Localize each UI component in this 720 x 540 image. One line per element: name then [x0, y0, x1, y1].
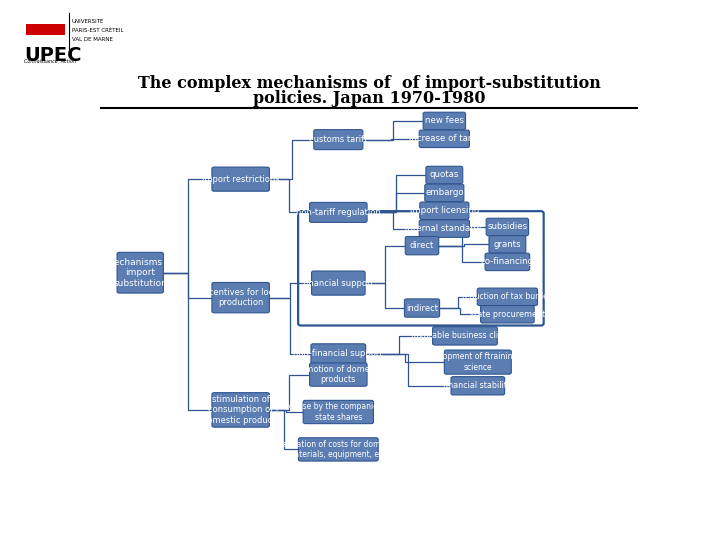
Text: indirect: indirect: [406, 303, 438, 313]
Text: UPEC: UPEC: [24, 46, 81, 65]
FancyBboxPatch shape: [451, 377, 505, 395]
FancyBboxPatch shape: [477, 288, 538, 306]
FancyBboxPatch shape: [117, 252, 163, 293]
Text: co-financing: co-financing: [481, 258, 534, 266]
Text: purchase by the companies with
state shares: purchase by the companies with state sha…: [276, 402, 401, 422]
Text: non-tariff regulation: non-tariff regulation: [296, 208, 381, 217]
Text: direct: direct: [410, 241, 434, 250]
FancyBboxPatch shape: [312, 271, 365, 295]
Text: promotion of domestic
products: promotion of domestic products: [292, 365, 384, 384]
FancyBboxPatch shape: [405, 299, 440, 317]
FancyBboxPatch shape: [486, 218, 528, 235]
Text: policies. Japan 1970-1980: policies. Japan 1970-1980: [253, 90, 485, 107]
Text: development of ftraining and
science: development of ftraining and science: [422, 353, 534, 372]
FancyBboxPatch shape: [212, 167, 269, 191]
FancyBboxPatch shape: [419, 130, 469, 147]
Text: new fees: new fees: [425, 117, 464, 125]
Text: internal standards: internal standards: [405, 224, 484, 233]
Text: incentives for local
production: incentives for local production: [201, 288, 281, 307]
FancyBboxPatch shape: [423, 112, 466, 130]
Text: compensation of costs for domestic raw
materials, equipment, etc.: compensation of costs for domestic raw m…: [262, 440, 415, 459]
Text: increase of tariff: increase of tariff: [409, 134, 480, 143]
FancyBboxPatch shape: [26, 24, 65, 35]
Text: subsidies: subsidies: [487, 222, 528, 232]
Text: non-financial support: non-financial support: [294, 349, 383, 358]
FancyBboxPatch shape: [481, 306, 534, 323]
FancyBboxPatch shape: [311, 344, 366, 364]
FancyBboxPatch shape: [314, 130, 363, 150]
Text: favorable business climate: favorable business climate: [411, 332, 519, 340]
Text: VAL DE MARNE: VAL DE MARNE: [72, 37, 112, 42]
FancyBboxPatch shape: [420, 202, 469, 219]
Text: financial stability: financial stability: [444, 381, 512, 390]
FancyBboxPatch shape: [310, 363, 367, 386]
FancyBboxPatch shape: [433, 327, 498, 345]
Text: UNIVERSITÉ: UNIVERSITÉ: [72, 19, 104, 24]
Text: quotas: quotas: [430, 171, 459, 179]
FancyBboxPatch shape: [405, 237, 438, 255]
Text: Connaissance  Action: Connaissance Action: [24, 59, 76, 64]
Text: reduction of tax burden: reduction of tax burden: [462, 292, 553, 301]
Text: customs tariff: customs tariff: [310, 135, 367, 144]
FancyBboxPatch shape: [303, 400, 374, 424]
Text: PARIS-EST CRÉTEIL: PARIS-EST CRÉTEIL: [72, 28, 123, 33]
Text: embargo: embargo: [425, 188, 464, 197]
FancyBboxPatch shape: [310, 202, 367, 222]
Text: stimulation of
consumption of
domestic products: stimulation of consumption of domestic p…: [202, 395, 279, 425]
FancyBboxPatch shape: [489, 235, 526, 253]
FancyBboxPatch shape: [425, 184, 464, 201]
FancyBboxPatch shape: [426, 166, 463, 184]
FancyBboxPatch shape: [419, 220, 469, 238]
FancyBboxPatch shape: [212, 282, 269, 313]
Text: import licensing: import licensing: [410, 206, 479, 215]
FancyBboxPatch shape: [485, 253, 530, 271]
Text: import restrictions: import restrictions: [202, 174, 279, 184]
FancyBboxPatch shape: [298, 438, 378, 461]
Text: state procurement: state procurement: [470, 310, 545, 319]
FancyBboxPatch shape: [212, 393, 269, 427]
FancyBboxPatch shape: [444, 350, 511, 374]
Text: grants: grants: [494, 240, 521, 249]
Text: Mechanisms of
import
substitution: Mechanisms of import substitution: [107, 258, 174, 288]
Text: financial support: financial support: [303, 279, 374, 288]
Text: The complex mechanisms of  of import-substitution: The complex mechanisms of of import-subs…: [138, 75, 600, 92]
